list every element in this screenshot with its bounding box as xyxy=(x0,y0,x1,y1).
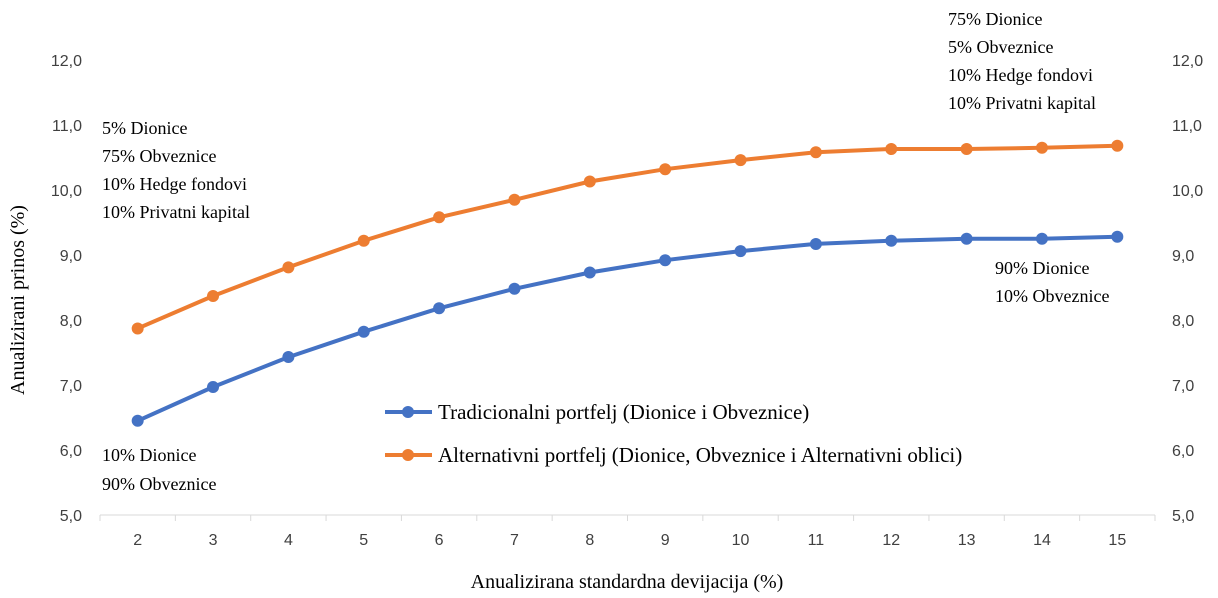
data-point xyxy=(1111,139,1124,152)
data-point xyxy=(1035,232,1048,245)
annotations: 5% Dionice 75% Obveznice 10% Hedge fondovi… xyxy=(102,9,1109,494)
y-tick-label-right: 8,0 xyxy=(1172,313,1194,330)
annotation-line: 10% Privatni kapital xyxy=(102,202,250,222)
x-tick-label: 4 xyxy=(284,532,293,549)
data-point xyxy=(508,282,521,295)
annotation-line: 10% Obveznice xyxy=(995,286,1109,306)
y-tick-label-right: 9,0 xyxy=(1172,248,1194,265)
data-point xyxy=(960,143,973,156)
data-point xyxy=(282,261,295,274)
x-tick-label: 9 xyxy=(661,532,670,549)
data-point xyxy=(207,380,220,393)
data-point xyxy=(207,289,220,302)
annotation-line: 10% Dionice xyxy=(102,445,196,465)
data-point xyxy=(583,175,596,188)
y-tick-label-right: 6,0 xyxy=(1172,443,1194,460)
legend-label: Tradicionalni portfelj (Dionice i Obvezn… xyxy=(438,400,809,424)
series-line xyxy=(135,143,1120,331)
data-point xyxy=(809,237,822,250)
data-point xyxy=(1111,230,1124,243)
annotation-end-alternative: 75% Dionice 5% Obveznice 10% Hedge fondovi… xyxy=(948,9,1096,113)
legend-marker xyxy=(402,406,414,418)
legend-entry: Tradicionalni portfelj (Dionice i Obvezn… xyxy=(385,400,809,424)
y-tick-label-left: 12,0 xyxy=(51,53,82,70)
data-point xyxy=(131,322,144,335)
data-point xyxy=(960,232,973,245)
x-axis: 2 3 4 5 6 7 8 9 10 11 12 13 14 15 xyxy=(99,514,1156,549)
annotation-line: 10% Hedge fondovi xyxy=(948,65,1093,85)
y-axis-title: Anualizirani prinos (%) xyxy=(7,205,29,395)
annotation-line: 75% Obveznice xyxy=(102,146,216,166)
x-tick-label: 12 xyxy=(882,532,900,549)
x-tick-label: 13 xyxy=(958,532,976,549)
y-tick-label-left: 5,0 xyxy=(60,508,82,525)
y-tick-label-left: 11,0 xyxy=(52,118,82,135)
x-tick-label: 11 xyxy=(808,532,825,549)
annotation-end-traditional: 90% Dionice 10% Obveznice xyxy=(995,258,1109,306)
x-tick-label: 8 xyxy=(585,532,594,549)
x-tick-label: 5 xyxy=(359,532,368,549)
x-tick-label: 2 xyxy=(133,532,142,549)
series-layer xyxy=(131,139,1124,427)
y-tick-label-left: 6,0 xyxy=(60,443,82,460)
series-traditional xyxy=(131,230,1124,427)
data-point xyxy=(282,351,295,364)
x-axis-title: Anualizirana standardna devijacija (%) xyxy=(471,571,784,593)
data-point xyxy=(659,254,672,267)
y-tick-label-right: 5,0 xyxy=(1172,508,1194,525)
legend: Tradicionalni portfelj (Dionice i Obvezn… xyxy=(385,400,962,467)
y-tick-label-right: 11,0 xyxy=(1172,118,1202,135)
data-point xyxy=(809,146,822,159)
annotation-line: 10% Privatni kapital xyxy=(948,93,1096,113)
legend-entry: Alternativni portfelj (Dionice, Obveznic… xyxy=(385,443,962,467)
data-point xyxy=(433,302,446,315)
x-tick-label: 15 xyxy=(1108,532,1126,549)
data-point xyxy=(885,234,898,247)
annotation-line: 10% Hedge fondovi xyxy=(102,174,247,194)
y-tick-label-right: 12,0 xyxy=(1172,53,1203,70)
data-point xyxy=(131,414,144,427)
data-point xyxy=(1035,141,1048,154)
legend-marker xyxy=(402,449,414,461)
data-point xyxy=(659,163,672,176)
y-tick-label-left: 8,0 xyxy=(60,313,82,330)
data-point xyxy=(734,154,747,167)
series-line xyxy=(135,234,1120,423)
annotation-start-alternative: 5% Dionice 75% Obveznice 10% Hedge fondovi… xyxy=(102,118,250,222)
annotation-line: 5% Dionice xyxy=(102,118,187,138)
y-tick-label-left: 10,0 xyxy=(51,183,82,200)
y-axis-left-ticks: 5,0 6,0 7,0 8,0 9,0 10,0 11,0 12,0 xyxy=(51,53,82,525)
x-tick-label: 7 xyxy=(510,532,519,549)
series-alternative xyxy=(131,139,1124,335)
data-point xyxy=(433,211,446,224)
x-tick-label: 3 xyxy=(209,532,218,549)
annotation-line: 90% Obveznice xyxy=(102,474,216,494)
y-tick-label-right: 7,0 xyxy=(1172,378,1194,395)
annotation-line: 75% Dionice xyxy=(948,9,1042,29)
y-axis-right-ticks: 5,0 6,0 7,0 8,0 9,0 10,0 11,0 12,0 xyxy=(1172,53,1203,525)
data-point xyxy=(583,266,596,279)
y-tick-label-right: 10,0 xyxy=(1172,183,1203,200)
legend-label: Alternativni portfelj (Dionice, Obveznic… xyxy=(438,443,962,467)
x-tick-label: 10 xyxy=(732,532,750,549)
y-tick-label-left: 7,0 xyxy=(60,378,82,395)
data-point xyxy=(734,245,747,258)
data-point xyxy=(885,143,898,156)
x-tick-label: 6 xyxy=(435,532,444,549)
annotation-start-traditional: 10% Dionice 90% Obveznice xyxy=(102,445,216,494)
annotation-line: 5% Obveznice xyxy=(948,37,1053,57)
y-tick-label-left: 9,0 xyxy=(60,248,82,265)
data-point xyxy=(357,325,370,338)
data-point xyxy=(357,234,370,247)
x-tick-label: 14 xyxy=(1033,532,1051,549)
data-point xyxy=(508,193,521,206)
annotation-line: 90% Dionice xyxy=(995,258,1089,278)
